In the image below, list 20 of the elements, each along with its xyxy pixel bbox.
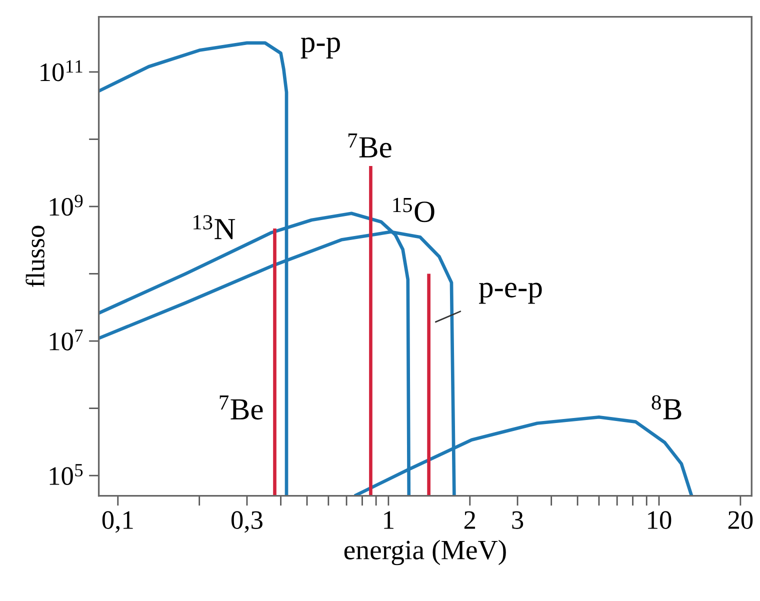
y-tick-label: 10$^{5}$ (50, 464, 83, 485)
x-tick-label: 0,3 (231, 511, 262, 533)
x-tick-label: 3 (512, 511, 524, 529)
x-tick-label: 0,1 (102, 511, 133, 533)
series-label: p-p (300, 38, 340, 58)
series-label: $^{13}$N (194, 215, 236, 240)
x-axis-title: energia (MeV) (344, 540, 506, 566)
series-label: $^{15}$O (393, 198, 434, 222)
series-label: $^{8}$B (652, 395, 682, 420)
x-tick-label: 2 (464, 511, 476, 529)
series-label: $^{7}$Be (220, 396, 263, 420)
y-axis-title: flusso (26, 226, 44, 288)
series-label: p-e-p (479, 282, 542, 304)
x-tick-label: 1 (384, 511, 394, 529)
series-label: $^{7}$Be (348, 134, 392, 158)
y-tick-label: 10$^{11}$ (40, 60, 82, 82)
y-tick-label: 10$^{7}$ (50, 330, 83, 350)
x-tick-label: 10 (648, 511, 672, 529)
x-tick-label: 20 (728, 511, 753, 529)
y-tick-label: 10$^{9}$ (50, 194, 83, 216)
